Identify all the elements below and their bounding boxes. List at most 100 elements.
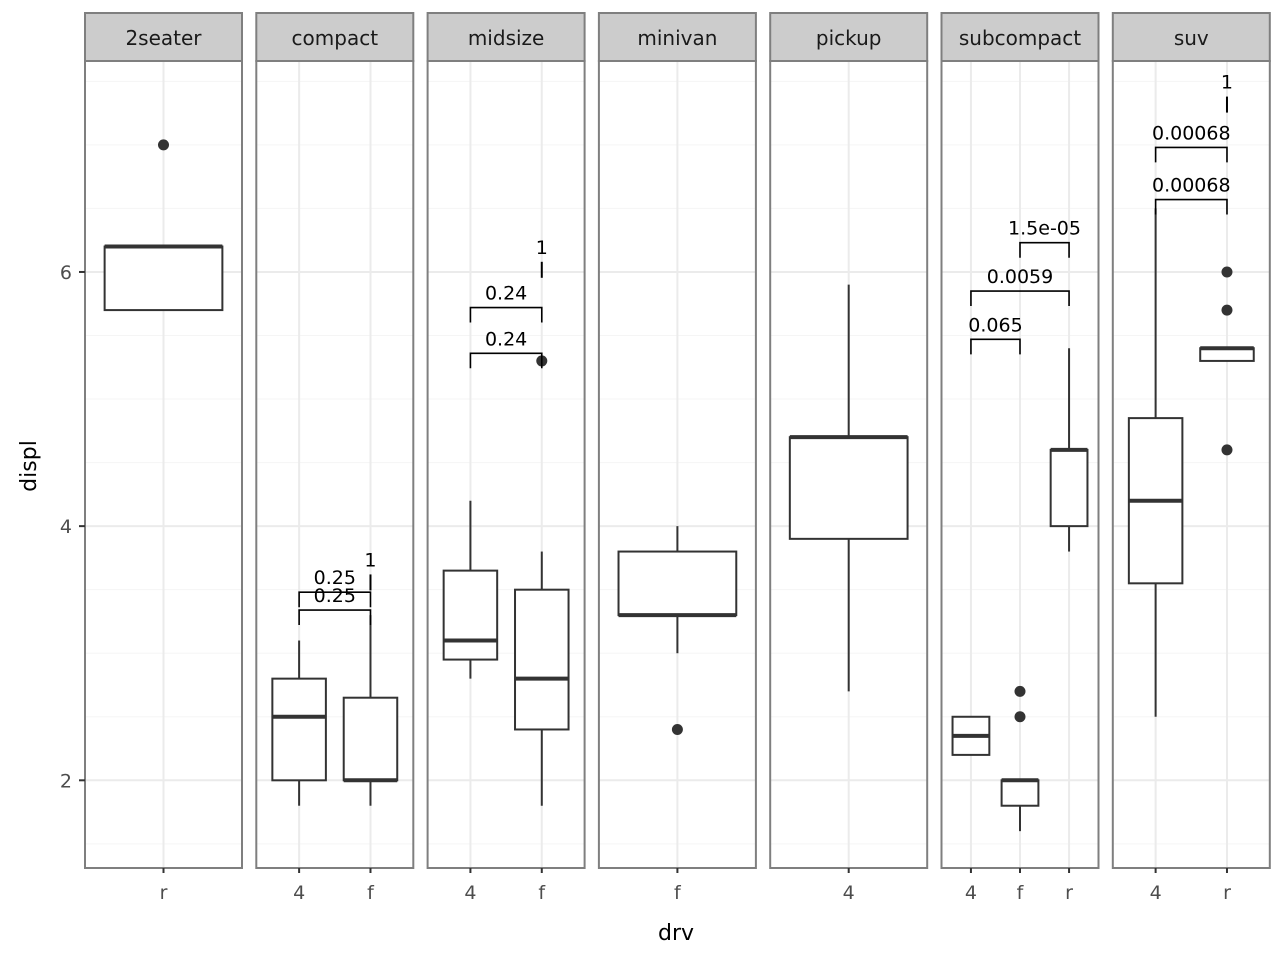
x-tick-label: f xyxy=(1017,882,1025,904)
p-value-label: 0.25 xyxy=(314,567,356,589)
facet-label: midsize xyxy=(468,26,545,50)
box xyxy=(1000,779,1040,807)
facet-strip xyxy=(769,12,929,62)
x-tick-label: r xyxy=(1223,882,1231,904)
facet-label: pickup xyxy=(816,26,882,50)
x-tick-label: 4 xyxy=(293,882,305,904)
bracket-line xyxy=(1154,198,1228,215)
facet-panel-midsize: 0.24 0.24 1 midsize 4 f xyxy=(426,12,586,904)
box xyxy=(103,245,224,312)
bracket-line xyxy=(970,338,1021,355)
x-axis-title: drv xyxy=(658,921,694,946)
facet-label: compact xyxy=(292,26,379,50)
box xyxy=(271,677,327,782)
bracket-line xyxy=(469,306,543,323)
outlier-point xyxy=(1221,266,1233,278)
p-value-label: 1.5e-05 xyxy=(1008,218,1081,240)
p-value-label: 1 xyxy=(536,237,548,259)
facet-label: minivan xyxy=(637,26,717,50)
boxplot-suv-4 xyxy=(1127,208,1184,717)
facet-strip xyxy=(940,12,1100,62)
box xyxy=(788,436,909,540)
outlier-point xyxy=(158,139,169,151)
boxplot-suv-r xyxy=(1199,266,1255,456)
significance-bracket: 0.25 xyxy=(298,585,372,626)
x-tick-label: 4 xyxy=(965,882,977,904)
x-tick-label: 4 xyxy=(843,882,855,904)
x-tick-label: 4 xyxy=(464,882,476,904)
facet-strip xyxy=(84,12,243,62)
y-axis: 2 4 6 xyxy=(60,262,85,792)
p-value-label: 0.065 xyxy=(968,314,1022,336)
boxplot-subcompact-r xyxy=(1049,348,1089,552)
outlier-point xyxy=(1221,304,1233,316)
significance-bracket: 1 xyxy=(536,237,548,278)
facet-panel-subcompact: 0.065 0.0059 1.5e-05 subcompact 4 f r xyxy=(940,12,1100,904)
p-value-label: 0.0059 xyxy=(987,266,1053,288)
p-value-label: 0.00068 xyxy=(1152,175,1231,197)
p-value-label: 0.00068 xyxy=(1152,122,1231,144)
facet-label: suv xyxy=(1174,26,1209,50)
facet-strip xyxy=(597,12,757,62)
bracket-line xyxy=(469,352,543,369)
bracket-line xyxy=(970,290,1070,307)
bracket-line xyxy=(298,591,372,608)
boxplot-compact-4 xyxy=(271,640,327,806)
facet-label: 2seater xyxy=(125,26,202,50)
outlier-point xyxy=(1014,685,1026,697)
facet-panel-compact: 0.250.25 1 compact 4 f xyxy=(255,12,415,904)
p-value-label: 1 xyxy=(364,549,376,571)
boxplot-subcompact-f xyxy=(1000,685,1040,832)
p-value-label: 0.24 xyxy=(485,283,527,305)
significance-bracket: 1 xyxy=(364,549,377,591)
y-axis-title: displ xyxy=(17,440,42,492)
significance-bracket: 0.0059 xyxy=(970,266,1070,307)
x-tick-label: f xyxy=(367,882,375,904)
x-tick-label: r xyxy=(1065,882,1073,904)
box xyxy=(342,696,399,782)
x-tick-label: f xyxy=(674,882,682,904)
box xyxy=(442,569,499,661)
facet-strip xyxy=(1111,12,1271,62)
boxplot-midsize-f xyxy=(514,355,570,806)
boxplot-minivan-f xyxy=(617,526,738,735)
facet-strip xyxy=(255,12,415,62)
significance-bracket: 1 xyxy=(1221,72,1233,113)
x-tick-label: r xyxy=(160,882,168,904)
boxplot-subcompact-4 xyxy=(951,715,991,756)
boxplot-midsize-4 xyxy=(442,500,499,679)
outlier-point xyxy=(1221,444,1233,456)
boxplot-2seater-r xyxy=(103,139,224,312)
significance-bracket: 1.5e-05 xyxy=(1008,218,1081,258)
panel-border xyxy=(426,60,586,869)
box xyxy=(1049,448,1089,528)
x-tick-label: f xyxy=(538,882,546,904)
facet-panel-suv: 0.00068 0.00068 1 suv 4 r xyxy=(1111,12,1271,904)
box xyxy=(617,550,738,617)
box xyxy=(514,588,570,731)
x-tick-label: 4 xyxy=(1150,882,1162,904)
outlier-point xyxy=(1014,711,1026,723)
facet-panel-2seater: 2seater r xyxy=(84,12,243,904)
p-value-label: 0.25 xyxy=(314,585,356,607)
outlier-point xyxy=(671,723,683,735)
p-value-label: 1 xyxy=(1221,72,1233,94)
significance-bracket: 0.00068 xyxy=(1152,122,1231,163)
y-tick-label: 6 xyxy=(60,262,72,284)
p-value-label: 0.24 xyxy=(485,328,527,350)
significance-bracket: 0.00068 xyxy=(1152,175,1231,215)
facet-strip xyxy=(426,12,586,62)
facet-label: subcompact xyxy=(959,26,1081,50)
boxplot-pickup-4 xyxy=(788,284,909,692)
facet-panel-minivan: minivan f xyxy=(597,12,757,904)
boxplot-compact-f xyxy=(342,615,399,806)
facet-panels: 2seater r 0.250.25 1 compact 4 f 0.24 0.24 1 midsi… xyxy=(84,12,1271,904)
y-tick-label: 4 xyxy=(60,516,72,538)
facet-panel-pickup: pickup 4 xyxy=(769,12,929,904)
bracket-line xyxy=(1154,146,1228,163)
y-tick-label: 2 xyxy=(60,770,72,792)
significance-bracket: 0.065 xyxy=(968,314,1023,355)
significance-bracket: 0.24 xyxy=(469,328,543,369)
significance-bracket: 0.25 xyxy=(298,567,372,608)
